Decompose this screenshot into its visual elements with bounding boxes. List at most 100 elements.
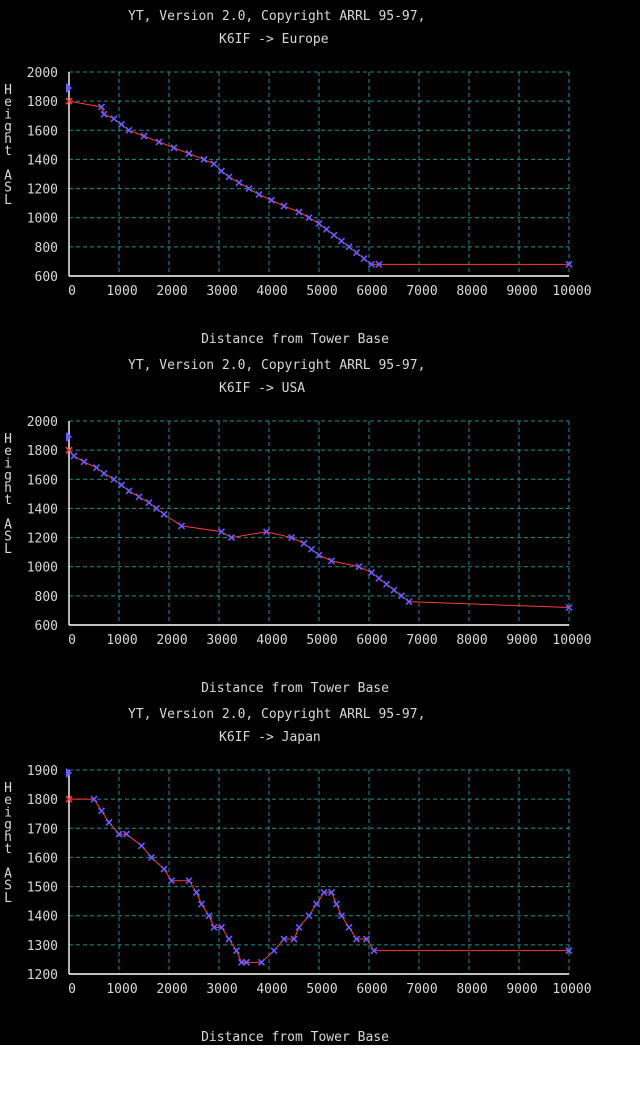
y-tick-label: 1300 [27, 939, 58, 954]
data-point [280, 202, 288, 210]
data-point [565, 260, 573, 268]
x-tick-label: 2000 [156, 284, 187, 299]
x-tick-label: 6000 [356, 982, 387, 997]
terrain-profile-line [68, 100, 569, 265]
y-axis-label-char: H [4, 432, 12, 447]
data-point [355, 563, 363, 571]
x-tick-label: 1000 [106, 284, 137, 299]
x-tick-label: 2000 [156, 633, 187, 648]
data-point [192, 888, 201, 896]
x-tick-label: 9000 [506, 633, 537, 648]
data-point [307, 545, 316, 553]
data-point [92, 464, 101, 472]
chart-1: YT, Version 2.0, Copyright ARRL 95-97, K6… [4, 9, 591, 347]
data-point [287, 534, 296, 542]
data-point [242, 958, 251, 966]
y-tick-label: 1400 [27, 153, 58, 168]
data-point [97, 807, 106, 815]
y-tick-label: 1000 [27, 212, 58, 227]
x-tick-label: 3000 [206, 982, 237, 997]
data-point [362, 935, 371, 943]
y-tick-label: 1700 [27, 822, 58, 837]
y-axis-label-char: i [4, 107, 12, 122]
data-point [267, 196, 276, 204]
data-point [210, 923, 218, 931]
data-point [322, 225, 331, 233]
chart-title: YT, Version 2.0, Copyright ARRL 95-97, [128, 9, 425, 24]
y-axis-label-char: L [4, 891, 12, 906]
data-point [327, 557, 336, 565]
y-axis-label-char: e [4, 444, 12, 459]
data-point [227, 534, 236, 542]
chart-title: YT, Version 2.0, Copyright ARRL 95-97, [128, 707, 425, 722]
x-tick-label: 5000 [306, 284, 337, 299]
data-point [205, 912, 213, 920]
data-point [367, 260, 376, 268]
x-tick-label: 10000 [552, 284, 591, 299]
data-point [315, 219, 323, 228]
y-tick-label: 1000 [27, 561, 58, 576]
data-point [337, 912, 346, 920]
x-tick-label: 6000 [356, 284, 387, 299]
data-point [300, 539, 308, 547]
y-axis-label-char: A [4, 168, 12, 183]
data-point [225, 935, 233, 943]
x-tick-label: 0 [68, 633, 76, 648]
y-tick-label: 1800 [27, 793, 58, 808]
x-tick-label: 9000 [506, 284, 537, 299]
data-point [110, 115, 118, 123]
chart-2: YT, Version 2.0, Copyright ARRL 95-97, K6… [4, 358, 591, 696]
y-axis-label-char: S [4, 879, 12, 894]
x-tick-label: 9000 [506, 982, 537, 997]
y-axis-label-char: g [4, 818, 12, 833]
x-tick-label: 0 [68, 284, 76, 299]
data-point [200, 155, 208, 163]
data-point [110, 475, 118, 483]
x-tick-label: 3000 [206, 284, 237, 299]
data-point [345, 923, 353, 931]
data-point [65, 97, 73, 105]
data-point [360, 254, 368, 263]
antenna-marker [66, 432, 72, 443]
x-axis-label: Distance from Tower Base [201, 681, 389, 696]
data-point [115, 830, 123, 838]
x-axis-label: Distance from Tower Base [201, 1030, 389, 1045]
data-point [315, 551, 323, 559]
y-tick-label: 2000 [27, 415, 58, 430]
data-point [405, 598, 413, 606]
x-tick-label: 8000 [456, 633, 487, 648]
data-point [65, 795, 73, 803]
data-point [382, 580, 391, 588]
y-tick-label: 800 [35, 590, 58, 605]
x-tick-label: 5000 [306, 633, 337, 648]
data-point [397, 592, 406, 600]
x-tick-label: 8000 [456, 982, 487, 997]
elevation-profile-charts: YT, Version 2.0, Copyright ARRL 95-97, K6… [4, 9, 591, 1045]
x-tick-label: 8000 [456, 284, 487, 299]
x-tick-label: 4000 [256, 284, 287, 299]
x-tick-label: 4000 [256, 633, 287, 648]
data-point [135, 493, 143, 501]
y-axis-label-char: h [4, 132, 12, 147]
data-point [280, 935, 288, 943]
x-tick-label: 6000 [356, 633, 387, 648]
x-axis-label: Distance from Tower Base [201, 332, 389, 347]
data-point [255, 190, 263, 198]
y-tick-label: 1200 [27, 532, 58, 547]
terrain-profile-line [69, 798, 569, 963]
data-point [565, 947, 573, 955]
data-point [125, 126, 133, 134]
y-axis-label-char: t [4, 842, 12, 857]
plot-window: YT, Version 2.0, Copyright ARRL 95-97, K6… [0, 0, 640, 1045]
data-point [105, 818, 113, 827]
data-point [295, 923, 303, 931]
y-axis-label-char: e [4, 95, 12, 110]
y-axis-label-char: L [4, 193, 12, 208]
x-tick-label: 2000 [156, 982, 187, 997]
data-point [185, 877, 193, 885]
data-point [332, 900, 341, 908]
data-point [137, 842, 146, 850]
data-point [122, 830, 131, 838]
data-point [565, 603, 573, 612]
data-point [152, 504, 161, 512]
